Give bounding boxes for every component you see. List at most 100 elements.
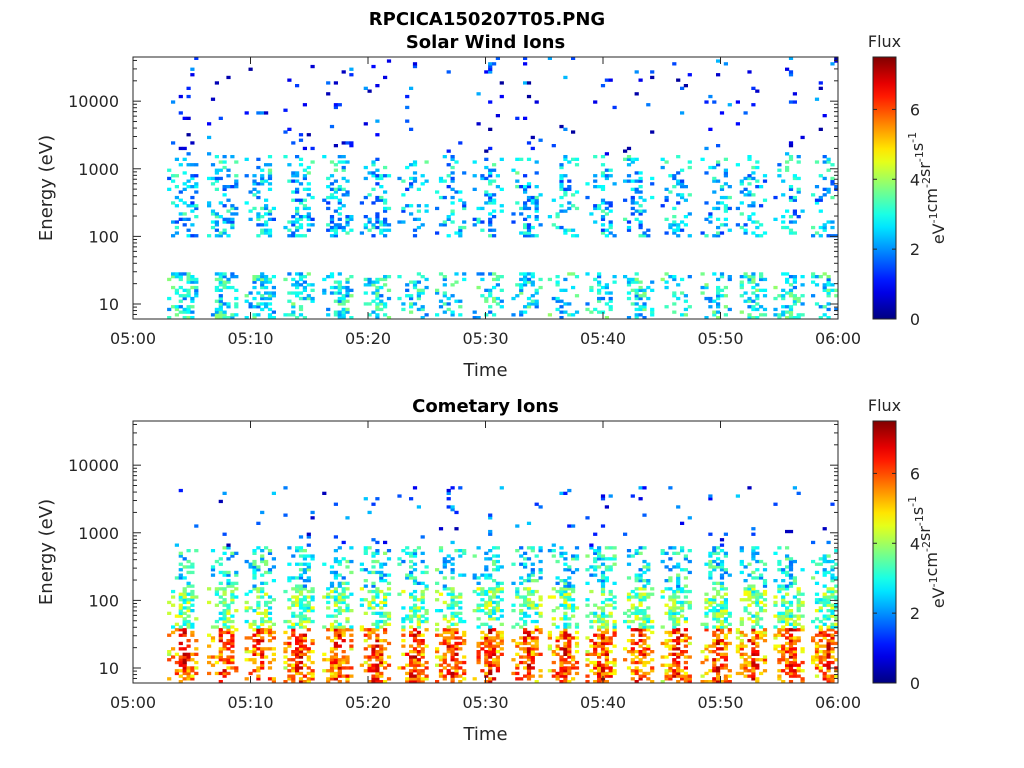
spectrogram-cell bbox=[660, 551, 665, 555]
spectrogram-cell bbox=[349, 666, 354, 670]
spectrogram-cell bbox=[600, 494, 606, 498]
spectrogram-cell bbox=[222, 272, 227, 276]
spectrogram-cell bbox=[834, 59, 839, 63]
spectrogram-cell bbox=[559, 179, 564, 183]
spectrogram-cell bbox=[405, 617, 410, 621]
spectrogram-cell bbox=[371, 551, 376, 555]
spectrogram-cell bbox=[712, 625, 717, 629]
spectrogram-cell bbox=[526, 215, 532, 219]
spectrogram-cell bbox=[563, 647, 568, 651]
spectrogram-cell bbox=[700, 231, 705, 235]
spectrogram-cell bbox=[375, 195, 380, 200]
spectrogram-cell bbox=[555, 212, 560, 216]
spectrogram-cell bbox=[450, 595, 455, 599]
spectrogram-cell bbox=[830, 595, 835, 599]
spectrogram-cell bbox=[375, 285, 380, 290]
spectrogram-cell bbox=[759, 658, 764, 662]
spectrogram-cell bbox=[472, 677, 477, 681]
spectrogram-cell bbox=[291, 666, 296, 670]
spectrogram-cell bbox=[612, 557, 617, 561]
spectrogram-cell bbox=[739, 622, 744, 626]
spectrogram-cell bbox=[412, 163, 418, 167]
spectrogram-cell bbox=[186, 598, 191, 602]
spectrogram-cell bbox=[526, 671, 532, 676]
spectrogram-cell bbox=[523, 557, 528, 561]
spectrogram-cell bbox=[712, 206, 717, 211]
spectrogram-cell bbox=[781, 296, 786, 301]
spectrogram-cell bbox=[260, 647, 265, 651]
spectrogram-cell bbox=[182, 598, 187, 602]
spectrogram-cell bbox=[416, 581, 421, 585]
spectrogram-cell bbox=[604, 652, 609, 656]
spectrogram-cell bbox=[547, 595, 552, 599]
spectrogram-cell bbox=[326, 81, 331, 85]
spectrogram-cell bbox=[337, 562, 342, 566]
spectrogram-cell bbox=[260, 283, 265, 287]
spectrogram-cell bbox=[341, 639, 346, 643]
spectrogram-cell bbox=[488, 294, 493, 298]
spectrogram-cell bbox=[747, 674, 752, 678]
spectrogram-cell bbox=[306, 212, 311, 216]
spectrogram-cell bbox=[704, 671, 709, 676]
spectrogram-cell bbox=[186, 288, 191, 292]
spectrogram-cell bbox=[298, 636, 304, 640]
spectrogram-cell bbox=[530, 619, 535, 624]
spectrogram-cell bbox=[747, 611, 752, 615]
spectrogram-cell bbox=[526, 606, 532, 610]
spectrogram-cell bbox=[226, 658, 231, 662]
spectrogram-cell bbox=[260, 655, 265, 659]
spectrogram-cell bbox=[333, 666, 338, 670]
spectrogram-cell bbox=[375, 592, 380, 596]
spectrogram-cell bbox=[291, 305, 296, 309]
spectrogram-cell bbox=[256, 606, 261, 610]
spectrogram-cell bbox=[642, 234, 647, 238]
spectrogram-cell bbox=[248, 636, 253, 640]
spectrogram-cell bbox=[551, 660, 556, 665]
spectrogram-cell bbox=[830, 587, 835, 591]
spectrogram-cell bbox=[435, 680, 440, 684]
spectrogram-cell bbox=[341, 628, 346, 632]
spectrogram-cell bbox=[363, 277, 368, 282]
spectrogram-cell bbox=[260, 617, 265, 621]
spectrogram-cell bbox=[716, 609, 721, 613]
spectrogram-cell bbox=[495, 296, 500, 301]
spectrogram-cell bbox=[704, 600, 709, 605]
spectrogram-cell bbox=[167, 600, 172, 605]
spectrogram-cell bbox=[600, 579, 606, 583]
spectrogram-cell bbox=[420, 570, 425, 575]
spectrogram-cell bbox=[194, 666, 199, 670]
spectrogram-cell bbox=[814, 617, 820, 621]
spectrogram-cell bbox=[264, 206, 269, 211]
spectrogram-cell bbox=[534, 647, 539, 651]
spectrogram-cell bbox=[781, 313, 786, 317]
spectrogram-cell bbox=[634, 92, 639, 96]
spectrogram-cell bbox=[248, 302, 253, 306]
spectrogram-cell bbox=[226, 302, 231, 306]
spectrogram-cell bbox=[190, 609, 195, 613]
spectrogram-cell bbox=[646, 595, 651, 599]
spectrogram-cell bbox=[567, 587, 572, 591]
spectrogram-cell bbox=[492, 639, 497, 643]
spectrogram-cell bbox=[341, 285, 346, 290]
spectrogram-cell bbox=[800, 647, 805, 651]
spectrogram-cell bbox=[716, 551, 721, 555]
spectrogram-cell bbox=[420, 592, 425, 596]
spectrogram-cell bbox=[371, 600, 376, 605]
spectrogram-cell bbox=[462, 225, 467, 230]
spectrogram-cell bbox=[526, 655, 532, 659]
spectrogram-cell bbox=[218, 562, 223, 566]
spectrogram-cell bbox=[563, 193, 568, 197]
spectrogram-cell bbox=[256, 674, 261, 678]
spectrogram-cell bbox=[785, 609, 790, 613]
spectrogram-cell bbox=[788, 603, 794, 607]
spectrogram-cell bbox=[708, 573, 713, 577]
spectrogram-cell bbox=[450, 313, 455, 317]
spectrogram-cell bbox=[683, 639, 688, 643]
spectrogram-cell bbox=[664, 280, 669, 284]
spectrogram-cell bbox=[194, 660, 199, 665]
spectrogram-cell bbox=[267, 291, 273, 295]
spectrogram-cell bbox=[530, 589, 535, 594]
spectrogram-cell bbox=[416, 639, 421, 643]
spectrogram-cell bbox=[559, 182, 564, 186]
